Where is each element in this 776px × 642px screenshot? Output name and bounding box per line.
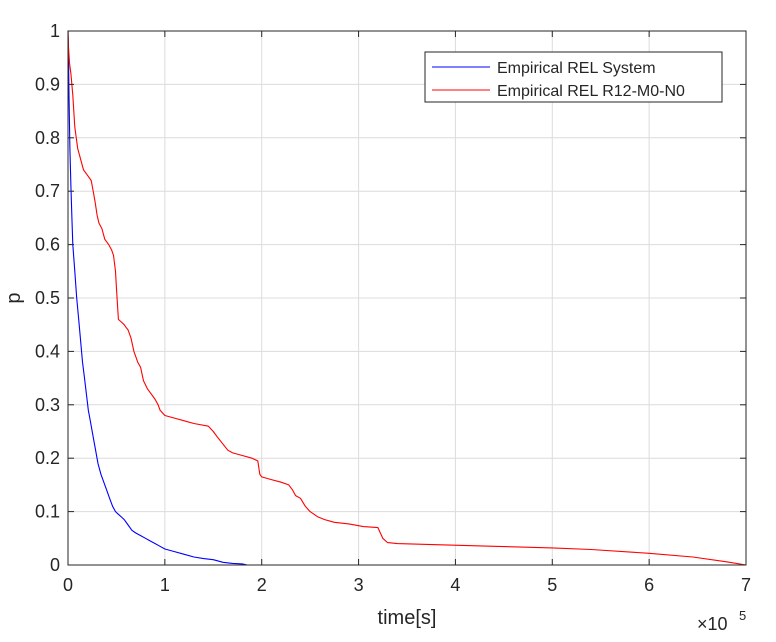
y-tick-label: 0.6	[35, 235, 60, 255]
y-tick-label: 0.7	[35, 181, 60, 201]
x-tick-label: 0	[63, 575, 73, 595]
x-tick-label: 3	[354, 575, 364, 595]
legend-box	[424, 51, 723, 103]
y-tick-label: 0.1	[35, 502, 60, 522]
series-line-system	[67, 30, 248, 566]
x-tick-label: 1	[160, 575, 170, 595]
y-tick-label: 0.5	[35, 288, 60, 308]
x-axis-exponent-power: 5	[739, 608, 746, 623]
grid-lines	[68, 31, 746, 565]
x-tick-label: 6	[644, 575, 654, 595]
legend-label-r12: Empirical REL R12-M0-N0	[497, 83, 685, 100]
legend-label-system: Empirical REL System	[497, 60, 656, 77]
legend: Empirical REL System Empirical REL R12-M…	[424, 51, 723, 103]
y-tick-label: 0.3	[35, 395, 60, 415]
series-group	[67, 30, 747, 566]
y-tick-label: 0.9	[35, 74, 60, 94]
axis-tick-labels: 0 1 2 3 4 5 6 7 0 0.1 0.2 0.3 0.4 0.5 0.6 0.7 0.8 0.9 1	[35, 21, 751, 595]
y-tick-label: 0.2	[35, 448, 60, 468]
y-tick-label: 0.4	[35, 341, 60, 361]
x-axis-label: time[s]	[378, 607, 437, 629]
x-tick-label: 4	[450, 575, 460, 595]
x-tick-label: 5	[547, 575, 557, 595]
x-tick-label: 7	[741, 575, 751, 595]
y-tick-label: 0	[50, 555, 60, 575]
axis-ticks	[67, 30, 747, 566]
x-axis-exponent-base: ×10	[697, 614, 728, 634]
x-axis-exponent: ×10 5	[697, 608, 746, 634]
y-tick-label: 0.8	[35, 128, 60, 148]
y-axis-label: p	[3, 292, 25, 303]
y-tick-label: 1	[50, 21, 60, 41]
series-line-r12	[67, 30, 747, 566]
x-tick-label: 2	[257, 575, 267, 595]
